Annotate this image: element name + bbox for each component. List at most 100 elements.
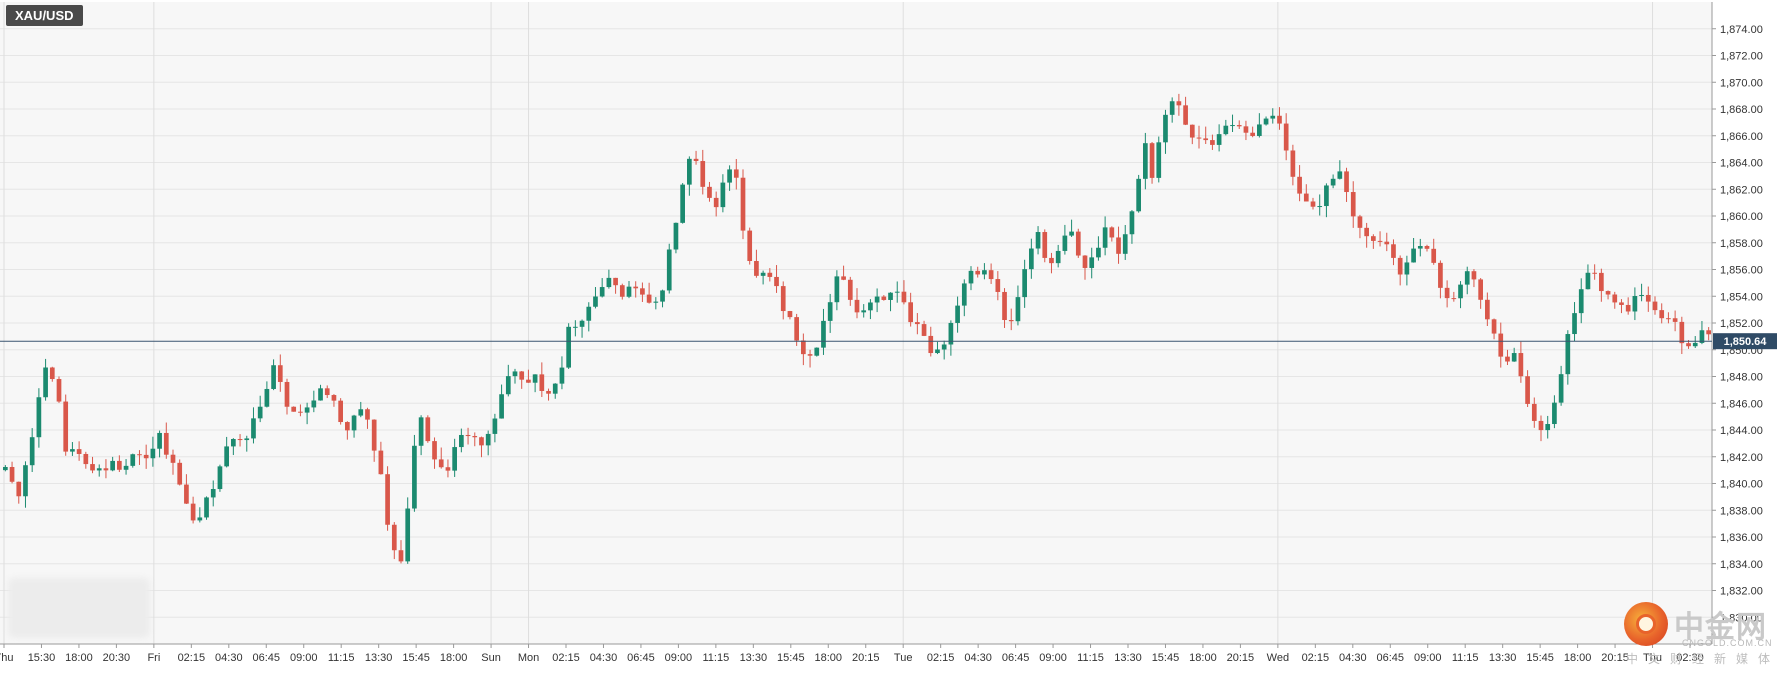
candle-body	[43, 367, 48, 398]
candle-body	[1163, 114, 1168, 143]
candle-body	[1243, 126, 1249, 133]
candle-body	[1498, 333, 1504, 357]
candle-body	[881, 296, 887, 300]
candle-body	[1525, 376, 1530, 404]
candle-body	[1552, 402, 1557, 425]
candle-body	[1417, 245, 1423, 249]
candle-body	[177, 462, 183, 485]
candle-body	[1438, 262, 1443, 288]
candle-body	[988, 270, 994, 280]
x-tick-label: 02:15	[927, 652, 955, 664]
x-tick-label: 09:00	[1414, 652, 1442, 664]
candle-body	[868, 302, 873, 311]
candle-body	[163, 432, 169, 455]
candle-body	[653, 301, 659, 303]
candle-body	[948, 322, 954, 345]
x-tick-label: 13:30	[1114, 652, 1142, 664]
candle-body	[1706, 330, 1711, 335]
candle-body	[412, 445, 417, 509]
candle-body	[821, 320, 826, 348]
y-tick-label: 1,852.00	[1720, 318, 1763, 330]
candle-body	[244, 438, 250, 441]
candle-body	[780, 286, 786, 312]
candle-body	[1082, 255, 1088, 268]
candle-body	[157, 432, 162, 449]
symbol-badge[interactable]: XAU/USD	[6, 5, 83, 26]
candle-body	[1397, 257, 1403, 275]
candle-body	[626, 286, 632, 297]
y-tick-label: 1,840.00	[1720, 479, 1763, 491]
candle-body	[1149, 143, 1155, 178]
candle-body	[847, 279, 853, 300]
x-tick-label: 13:30	[365, 652, 393, 664]
candle-body	[854, 299, 860, 313]
candle-body	[1531, 403, 1537, 421]
candle-body	[1263, 118, 1269, 125]
x-tick-label: 04:30	[964, 652, 992, 664]
candle-body	[874, 296, 880, 303]
candle-body	[1625, 304, 1631, 312]
candle-body	[257, 406, 263, 419]
candle-body	[1491, 319, 1497, 334]
candle-body	[291, 406, 297, 412]
y-tick-label: 1,842.00	[1720, 452, 1763, 464]
y-tick-label: 1,836.00	[1720, 532, 1763, 544]
y-tick-label: 1,862.00	[1720, 184, 1763, 196]
candle-body	[190, 503, 196, 521]
candle-body	[1518, 353, 1524, 377]
candle-body	[184, 484, 189, 504]
candle-body	[452, 447, 457, 471]
candle-body	[237, 439, 243, 441]
x-tick-label: 02:30	[1676, 652, 1704, 664]
candle-body	[150, 448, 156, 459]
candle-body	[1042, 232, 1048, 258]
candle-body	[378, 450, 384, 475]
candle-body	[284, 381, 290, 407]
x-tick-label: 20:15	[1227, 652, 1255, 664]
candle-body	[1377, 240, 1383, 242]
x-tick-label: 18:00	[815, 652, 843, 664]
y-tick-label: 1,872.00	[1720, 51, 1763, 63]
x-tick-label: 13:30	[740, 652, 768, 664]
candle-body	[1444, 287, 1450, 299]
candle-body	[646, 294, 652, 303]
watermark-cn: 中金网	[1674, 610, 1767, 645]
candle-body	[586, 306, 592, 321]
candle-body	[1672, 318, 1678, 322]
x-tick-label: 09:00	[1039, 652, 1067, 664]
candle-body	[794, 317, 799, 341]
y-tick-label: 1,870.00	[1720, 77, 1763, 89]
candle-body	[76, 449, 82, 454]
candle-body	[1592, 272, 1597, 274]
candle-body	[928, 335, 934, 354]
candle-body	[687, 158, 692, 185]
candle-body	[1357, 216, 1363, 228]
candle-body	[338, 400, 343, 423]
candles	[3, 93, 1711, 564]
x-tick-label: 06:45	[253, 652, 281, 664]
x-tick-label: Thu	[1643, 652, 1662, 664]
candle-body	[1102, 227, 1108, 248]
candle-body	[1109, 227, 1115, 238]
x-tick-label: 15:45	[1526, 652, 1554, 664]
candle-body	[1176, 101, 1182, 106]
candle-body	[271, 365, 276, 389]
candle-body	[371, 419, 377, 451]
candle-body	[787, 311, 793, 318]
candle-body	[512, 371, 518, 377]
candle-body	[894, 291, 900, 293]
candle-body	[814, 347, 820, 356]
x-tick-label: 06:45	[1377, 652, 1405, 664]
candle-body	[941, 344, 947, 350]
candle-body	[298, 411, 303, 413]
x-tick-label: 04:30	[590, 652, 618, 664]
y-tick-label: 1,856.00	[1720, 265, 1763, 277]
candle-body	[1364, 227, 1369, 237]
candle-body	[1183, 105, 1188, 125]
candle-body	[552, 383, 558, 394]
candle-body	[526, 379, 531, 383]
candle-body	[1189, 124, 1195, 138]
candle-body	[224, 446, 229, 467]
